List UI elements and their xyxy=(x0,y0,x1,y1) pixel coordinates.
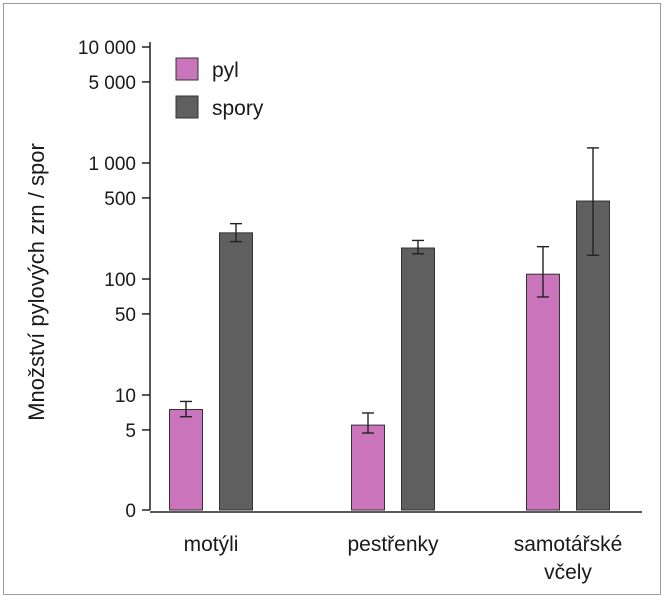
bar-pyl-1 xyxy=(351,424,385,511)
y-tick-label: 5 xyxy=(125,421,136,442)
category-labels: motýli pestřenky samotářské včely xyxy=(184,533,623,584)
y-tick-label: 10 xyxy=(115,386,136,407)
y-tick-label: 500 xyxy=(104,189,136,210)
y-ticks: 0 5 10 50 100 500 1 000 5 000 10 000 xyxy=(78,38,150,522)
bar-spory-1 xyxy=(401,247,435,511)
bar-spory-0 xyxy=(219,232,253,511)
y-tick-label: 0 xyxy=(125,501,136,522)
legend-label-spory: spory xyxy=(212,97,264,120)
category-label: pestřenky xyxy=(347,533,439,556)
bars xyxy=(169,200,610,511)
y-tick-label: 100 xyxy=(104,270,136,291)
bar-pyl-2 xyxy=(526,273,560,511)
legend-label-pyl: pyl xyxy=(212,59,239,82)
legend-swatch-spory xyxy=(175,95,199,119)
y-tick-label: 1 000 xyxy=(88,154,136,175)
category-label: samotářské xyxy=(514,533,623,556)
y-tick-label: 5 000 xyxy=(88,73,136,94)
y-tick-label: 50 xyxy=(115,305,136,326)
y-axis-title: Množství pylových zrn / spor xyxy=(24,143,49,421)
error-bars xyxy=(180,147,599,434)
y-tick-label: 10 000 xyxy=(78,38,136,59)
category-label: motýli xyxy=(184,533,239,556)
bar-pyl-0 xyxy=(169,408,203,511)
legend: pyl spory xyxy=(175,57,264,120)
category-label: včely xyxy=(544,561,592,584)
legend-swatch-pyl xyxy=(175,57,199,81)
